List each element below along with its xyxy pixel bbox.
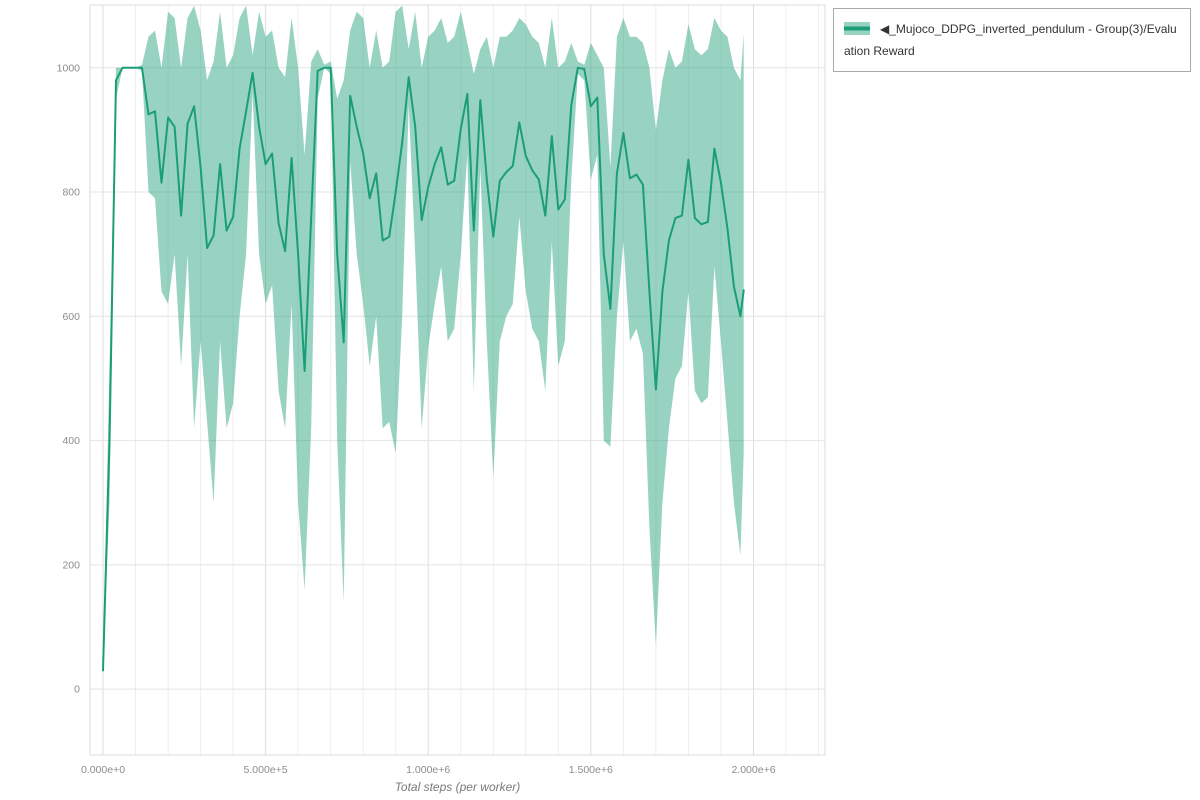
- x-tick-label: 1.500e+6: [569, 764, 613, 776]
- legend-item[interactable]: ◀_Mujoco_DDPG_inverted_pendulum - Group(…: [844, 18, 1180, 62]
- y-tick-label: 400: [62, 435, 80, 447]
- y-tick-label: 1000: [57, 62, 81, 74]
- x-tick-label: 2.000e+6: [731, 764, 775, 776]
- x-tick-label: 0.000e+0: [81, 764, 125, 776]
- legend: ◀_Mujoco_DDPG_inverted_pendulum - Group(…: [833, 8, 1191, 72]
- mean-line: [102, 66, 745, 672]
- y-tick-label: 600: [62, 311, 80, 323]
- y-tick-label: 200: [62, 559, 80, 571]
- legend-series-label: ◀_Mujoco_DDPG_inverted_pendulum - Group(…: [844, 22, 1177, 58]
- y-tick-label: 0: [74, 684, 80, 696]
- x-tick-label: 1.000e+6: [406, 764, 450, 776]
- x-axis-title: Total steps (per worker): [394, 780, 521, 794]
- y-tick-label: 800: [62, 187, 80, 199]
- confidence-band: [103, 5, 744, 674]
- legend-swatch-icon: [844, 22, 870, 35]
- x-tick-label: 5.000e+5: [244, 764, 288, 776]
- plot-border: [89, 4, 826, 756]
